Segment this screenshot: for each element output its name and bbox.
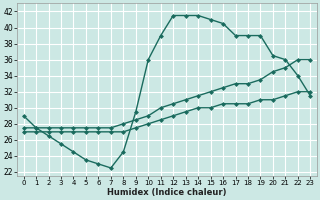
X-axis label: Humidex (Indice chaleur): Humidex (Indice chaleur) <box>107 188 227 197</box>
